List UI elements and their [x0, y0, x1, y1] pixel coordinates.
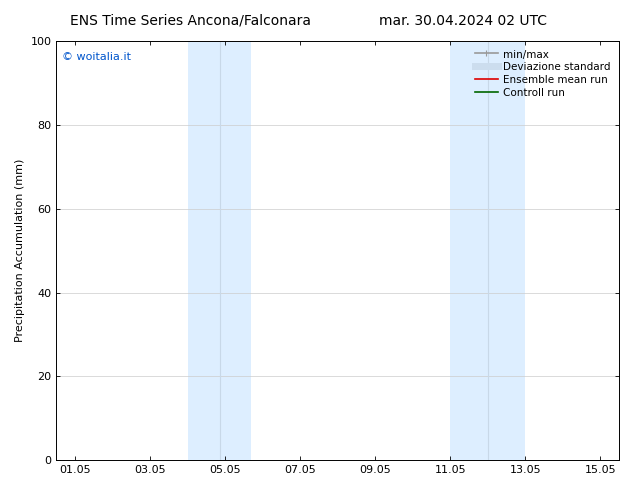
Bar — [450, 41, 525, 460]
Text: mar. 30.04.2024 02 UTC: mar. 30.04.2024 02 UTC — [379, 14, 547, 28]
Text: © woitalia.it: © woitalia.it — [62, 51, 131, 62]
Bar — [188, 41, 252, 460]
Legend: min/max, Deviazione standard, Ensemble mean run, Controll run: min/max, Deviazione standard, Ensemble m… — [472, 46, 614, 101]
Y-axis label: Precipitation Accumulation (mm): Precipitation Accumulation (mm) — [15, 159, 25, 343]
Text: ENS Time Series Ancona/Falconara: ENS Time Series Ancona/Falconara — [70, 14, 311, 28]
